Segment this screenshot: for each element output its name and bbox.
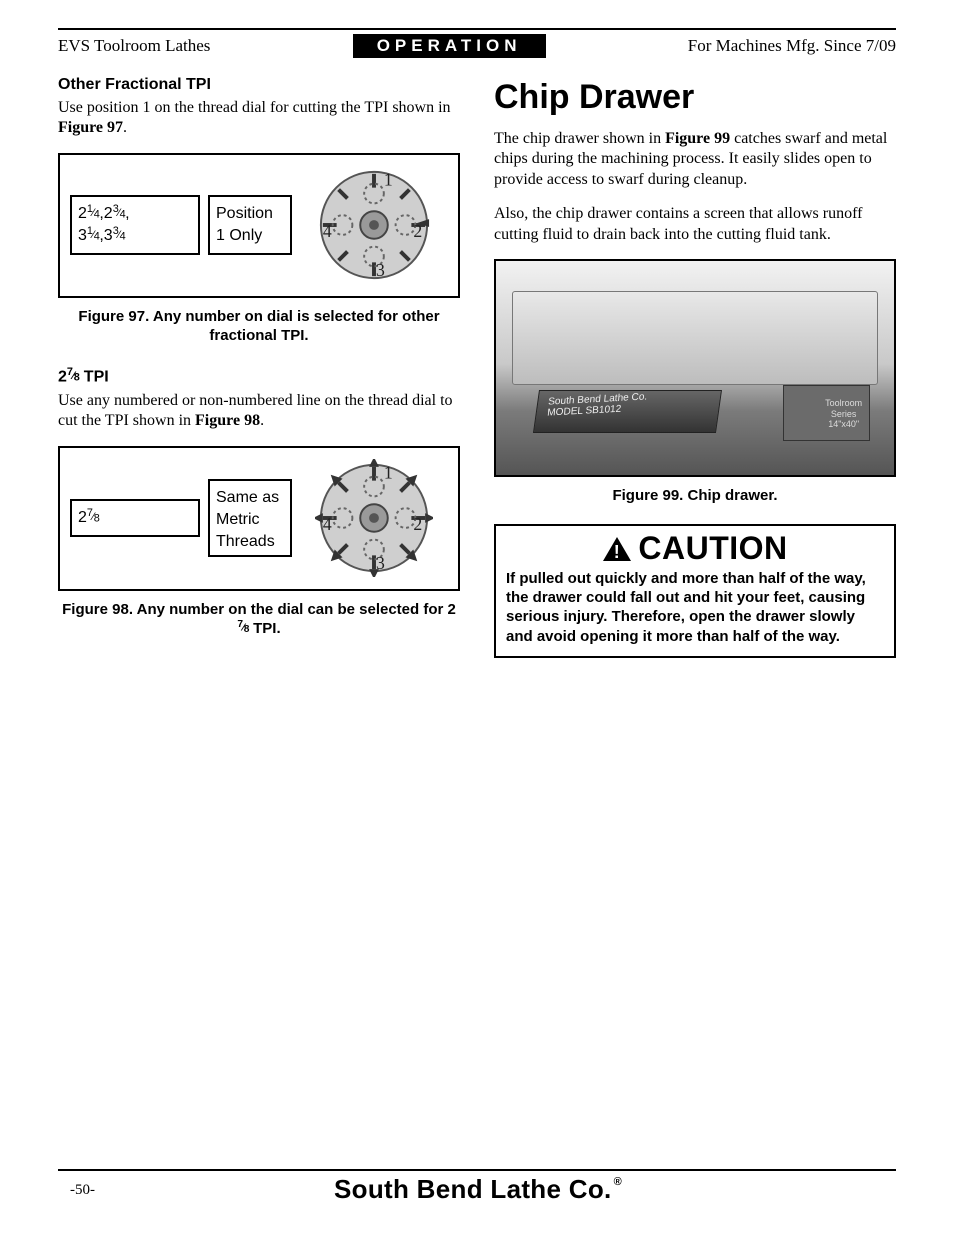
svg-text:!: !	[614, 542, 621, 562]
svg-text:4: 4	[323, 514, 332, 534]
sec1-figref: Figure 97	[58, 119, 123, 136]
registered-mark: ®	[614, 1176, 622, 1188]
left-column: Other Fractional TPI Use position 1 on t…	[58, 76, 460, 661]
header-center: OPERATION	[353, 34, 546, 58]
caution-box: ! CAUTION If pulled out quickly and more…	[494, 524, 896, 658]
caution-body: If pulled out quickly and more than half…	[506, 569, 884, 646]
fig98-note-cell: Same as Metric Threads	[208, 479, 292, 557]
sec1-period: .	[123, 119, 127, 136]
fig97-position-cell: Position 1 Only	[208, 195, 292, 255]
right-column: Chip Drawer The chip drawer shown in Fig…	[494, 76, 896, 661]
fig98-cell2-l3: Threads	[216, 533, 275, 550]
figure-99-caption: Figure 99. Chip drawer.	[494, 487, 896, 506]
svg-text:1: 1	[384, 463, 393, 483]
fig98-dial: 1 2 3 4	[300, 458, 448, 579]
fig98-cell2-l2: Metric	[216, 511, 260, 528]
para1-ref: Figure 99	[665, 130, 730, 147]
thread-dial-multi-icon: 1 2 3 4	[315, 459, 433, 577]
caution-word: CAUTION	[638, 530, 787, 567]
sec2-body: Use any numbered or non-numbered line on…	[58, 391, 460, 432]
caution-heading: ! CAUTION	[506, 530, 884, 567]
footer-brand-text: South Bend Lathe Co.	[334, 1174, 612, 1204]
fig98-cell2-l1: Same as	[216, 489, 279, 506]
fig98-tpi-cell: 27⁄8	[70, 499, 200, 537]
warning-triangle-icon: !	[602, 536, 632, 562]
header-right: For Machines Mfg. Since 7/09	[688, 36, 896, 56]
sec1-body-pre: Use position 1 on the thread dial for cu…	[58, 99, 451, 116]
svg-text:4: 4	[323, 221, 332, 241]
other-fractional-tpi-heading: Other Fractional TPI	[58, 76, 460, 94]
chip-drawer-para2: Also, the chip drawer contains a screen …	[494, 204, 896, 245]
figure-98-caption: Figure 98. Any number on the dial can be…	[58, 601, 460, 639]
panel-series-label: Toolroom Series 14"x40"	[825, 398, 862, 429]
fig97-cell1-line2: 31⁄4,33⁄4	[78, 227, 125, 244]
chip-drawer-heading: Chip Drawer	[494, 78, 896, 117]
figure-98-box: 27⁄8 Same as Metric Threads	[58, 446, 460, 591]
svg-text:2: 2	[413, 514, 422, 534]
fig97-dial: 1 2 3 4	[300, 165, 448, 286]
two-seven-eighths-heading: 27⁄8 TPI	[58, 367, 460, 387]
footer-brand: South Bend Lathe Co.®	[0, 1174, 954, 1205]
fig97-cell2-l2: 1 Only	[216, 227, 262, 244]
sec2-period: .	[260, 412, 264, 429]
chip-drawer-para1: The chip drawer shown in Figure 99 catch…	[494, 129, 896, 190]
fig97-cell1-line1: 21⁄4,23⁄4,	[78, 205, 130, 222]
page-header: EVS Toolroom Lathes OPERATION For Machin…	[58, 34, 896, 58]
svg-text:1: 1	[384, 170, 393, 190]
figure-97-box: 21⁄4,23⁄4, 31⁄4,33⁄4 Position 1 Only	[58, 153, 460, 298]
header-left: EVS Toolroom Lathes	[58, 36, 210, 56]
figure-97-caption: Figure 97. Any number on dial is selecte…	[58, 308, 460, 346]
fig97-tpi-cell: 21⁄4,23⁄4, 31⁄4,33⁄4	[70, 195, 200, 255]
figure-99-photo: South Bend Lathe Co. MODEL SB1012 Toolro…	[494, 259, 896, 477]
fig97-cell2-l1: Position	[216, 205, 273, 222]
sec2-figref: Figure 98	[195, 412, 260, 429]
sec1-body: Use position 1 on the thread dial for cu…	[58, 98, 460, 139]
svg-text:3: 3	[376, 261, 385, 281]
para1-pre: The chip drawer shown in	[494, 130, 665, 147]
thread-dial-icon: 1 2 3 4	[315, 166, 433, 284]
